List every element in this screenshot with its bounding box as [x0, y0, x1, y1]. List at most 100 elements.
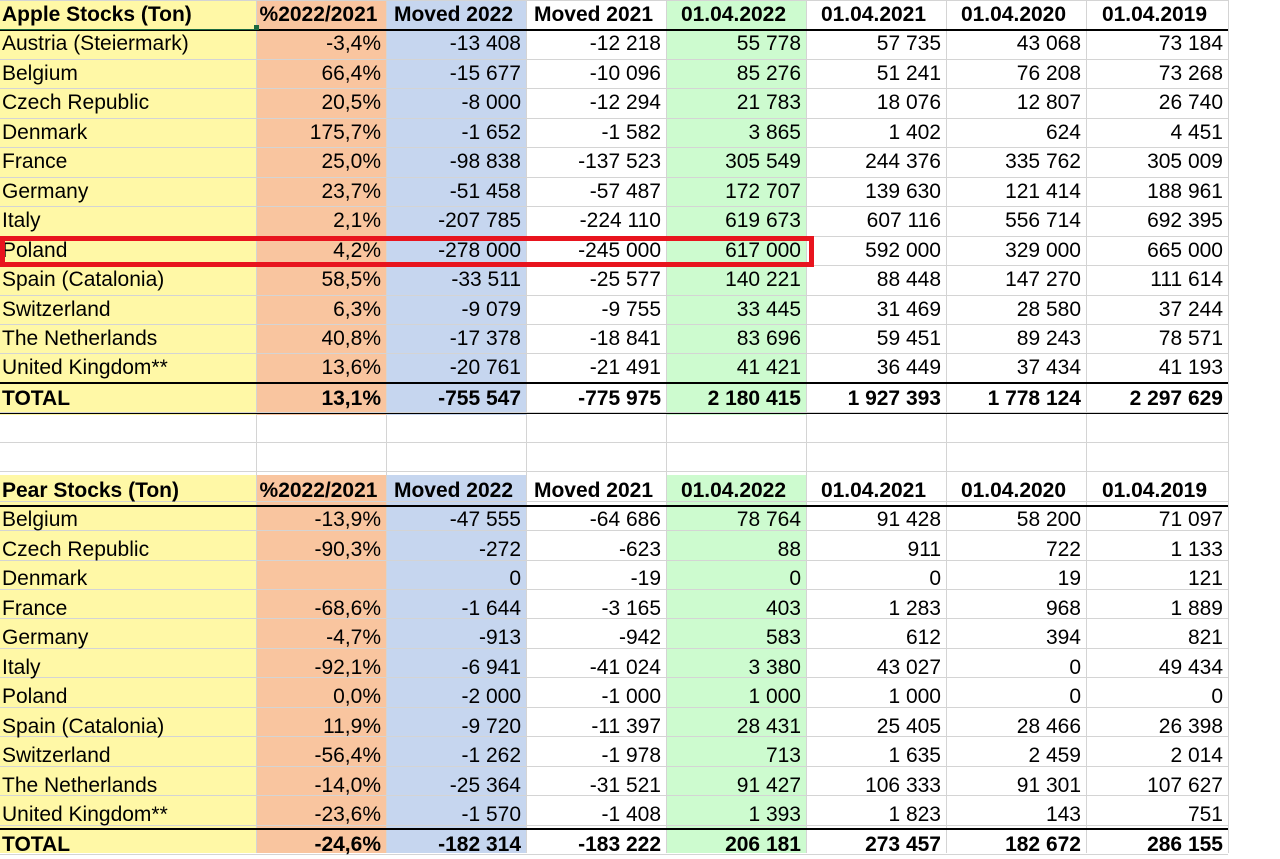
- cell-pct-change[interactable]: 4,2%: [333, 239, 381, 262]
- cell-stock-apr-2019[interactable]: 692 395: [1147, 209, 1223, 232]
- cell-stock-apr-2022[interactable]: 55 778: [736, 32, 801, 55]
- row-label[interactable]: Germany: [2, 626, 89, 649]
- total-moved-2021[interactable]: -775 975: [578, 387, 661, 410]
- cell-stock-apr-2022[interactable]: 619 673: [725, 209, 801, 232]
- total-moved-2022[interactable]: -182 314: [438, 833, 521, 856]
- row-label[interactable]: France: [2, 150, 68, 173]
- cell-stock-apr-2019[interactable]: 121: [1187, 567, 1223, 590]
- cell-stock-apr-2020[interactable]: 58 200: [1016, 508, 1081, 531]
- cell-stock-apr-2019[interactable]: 0: [1211, 685, 1223, 708]
- table-title[interactable]: Apple Stocks (Ton): [2, 3, 192, 26]
- cell-stock-apr-2020[interactable]: 12 807: [1016, 91, 1081, 114]
- cell-stock-apr-2021[interactable]: 1 402: [888, 121, 941, 144]
- cell-stock-apr-2019[interactable]: 665 000: [1147, 239, 1223, 262]
- column-header-moved-2022[interactable]: Moved 2022: [393, 3, 514, 26]
- cell-moved-2022[interactable]: -98 838: [449, 150, 521, 173]
- cell-stock-apr-2020[interactable]: 91 301: [1016, 774, 1081, 797]
- cell-moved-2021[interactable]: -942: [618, 626, 661, 649]
- total-stock-apr-2020[interactable]: 1 778 124: [987, 387, 1081, 410]
- cell-moved-2022[interactable]: -2 000: [461, 685, 521, 708]
- cell-stock-apr-2021[interactable]: 88 448: [876, 268, 941, 291]
- cell-stock-apr-2022[interactable]: 83 696: [736, 327, 801, 350]
- total-pct-change[interactable]: -24,6%: [314, 833, 381, 856]
- cell-moved-2022[interactable]: -6 941: [461, 656, 521, 679]
- cell-moved-2021[interactable]: -57 487: [589, 180, 661, 203]
- cell-pct-change[interactable]: 0,0%: [333, 685, 381, 708]
- row-label[interactable]: Italy: [2, 209, 41, 232]
- cell-stock-apr-2022[interactable]: 3 380: [748, 656, 801, 679]
- cell-moved-2022[interactable]: -913: [478, 626, 521, 649]
- cell-moved-2021[interactable]: -19: [630, 567, 661, 590]
- cell-stock-apr-2022[interactable]: 41 421: [736, 356, 801, 379]
- cell-stock-apr-2022[interactable]: 583: [765, 626, 801, 649]
- row-label[interactable]: Denmark: [2, 121, 88, 144]
- cell-moved-2021[interactable]: -31 521: [589, 774, 661, 797]
- row-label[interactable]: Denmark: [2, 567, 88, 590]
- cell-moved-2021[interactable]: -1 408: [601, 803, 661, 826]
- cell-stock-apr-2021[interactable]: 1 635: [888, 744, 941, 767]
- cell-moved-2021[interactable]: -21 491: [589, 356, 661, 379]
- cell-stock-apr-2019[interactable]: 2 014: [1170, 744, 1223, 767]
- column-header-stock-apr-2022[interactable]: 01.04.2022: [680, 479, 787, 502]
- cell-stock-apr-2019[interactable]: 26 398: [1158, 715, 1223, 738]
- cell-moved-2022[interactable]: -9 720: [461, 715, 521, 738]
- total-pct-change[interactable]: 13,1%: [321, 387, 381, 410]
- cell-stock-apr-2020[interactable]: 19: [1057, 567, 1081, 590]
- cell-pct-change[interactable]: 6,3%: [333, 298, 381, 321]
- cell-stock-apr-2019[interactable]: 751: [1187, 803, 1223, 826]
- column-header-moved-2021[interactable]: Moved 2021: [533, 3, 654, 26]
- row-label[interactable]: United Kingdom**: [2, 803, 168, 826]
- cell-moved-2022[interactable]: -1 570: [461, 803, 521, 826]
- cell-stock-apr-2019[interactable]: 188 961: [1147, 180, 1223, 203]
- cell-pct-change[interactable]: 20,5%: [321, 91, 381, 114]
- row-label[interactable]: The Netherlands: [2, 327, 158, 350]
- cell-stock-apr-2022[interactable]: 1 000: [748, 685, 801, 708]
- cell-moved-2022[interactable]: -272: [478, 538, 521, 561]
- column-header-moved-2022[interactable]: Moved 2022: [393, 479, 514, 502]
- cell-stock-apr-2019[interactable]: 107 627: [1147, 774, 1223, 797]
- cell-moved-2022[interactable]: -47 555: [449, 508, 521, 531]
- column-header-stock-apr-2021[interactable]: 01.04.2021: [820, 479, 927, 502]
- cell-stock-apr-2021[interactable]: 18 076: [876, 91, 941, 114]
- total-stock-apr-2020[interactable]: 182 672: [1005, 833, 1081, 856]
- cell-pct-change[interactable]: 66,4%: [321, 62, 381, 85]
- cell-moved-2022[interactable]: -9 079: [461, 298, 521, 321]
- cell-stock-apr-2020[interactable]: 28 466: [1016, 715, 1081, 738]
- cell-moved-2021[interactable]: -41 024: [589, 656, 661, 679]
- column-header-stock-apr-2022[interactable]: 01.04.2022: [680, 3, 787, 26]
- cell-pct-change[interactable]: 25,0%: [321, 150, 381, 173]
- cell-stock-apr-2021[interactable]: 59 451: [876, 327, 941, 350]
- cell-moved-2021[interactable]: -1 978: [601, 744, 661, 767]
- cell-stock-apr-2020[interactable]: 121 414: [1005, 180, 1081, 203]
- row-label[interactable]: Switzerland: [2, 298, 111, 321]
- cell-moved-2022[interactable]: -20 761: [449, 356, 521, 379]
- cell-moved-2022[interactable]: -1 652: [461, 121, 521, 144]
- cell-stock-apr-2020[interactable]: 28 580: [1016, 298, 1081, 321]
- cell-pct-change[interactable]: -4,7%: [326, 626, 381, 649]
- cell-pct-change[interactable]: -92,1%: [314, 656, 381, 679]
- cell-stock-apr-2021[interactable]: 1 000: [888, 685, 941, 708]
- row-label[interactable]: Poland: [2, 685, 68, 708]
- cell-stock-apr-2019[interactable]: 4 451: [1170, 121, 1223, 144]
- total-stock-apr-2021[interactable]: 273 457: [865, 833, 941, 856]
- row-label[interactable]: The Netherlands: [2, 774, 158, 797]
- column-header-stock-apr-2021[interactable]: 01.04.2021: [820, 3, 927, 26]
- cell-stock-apr-2020[interactable]: 147 270: [1005, 268, 1081, 291]
- cell-stock-apr-2022[interactable]: 713: [765, 744, 801, 767]
- cell-stock-apr-2019[interactable]: 71 097: [1158, 508, 1223, 531]
- row-label[interactable]: Spain (Catalonia): [2, 715, 165, 738]
- cell-moved-2022[interactable]: -25 364: [449, 774, 521, 797]
- total-stock-apr-2019[interactable]: 2 297 629: [1129, 387, 1223, 410]
- cell-stock-apr-2019[interactable]: 73 184: [1158, 32, 1223, 55]
- cell-stock-apr-2022[interactable]: 140 221: [725, 268, 801, 291]
- cell-moved-2021[interactable]: -3 165: [601, 597, 661, 620]
- cell-stock-apr-2022[interactable]: 85 276: [736, 62, 801, 85]
- column-header-stock-apr-2020[interactable]: 01.04.2020: [960, 479, 1067, 502]
- cell-stock-apr-2020[interactable]: 143: [1045, 803, 1081, 826]
- cell-stock-apr-2022[interactable]: 28 431: [736, 715, 801, 738]
- column-header-stock-apr-2019[interactable]: 01.04.2019: [1101, 479, 1208, 502]
- row-label[interactable]: Italy: [2, 656, 41, 679]
- cell-stock-apr-2021[interactable]: 1 823: [888, 803, 941, 826]
- cell-moved-2022[interactable]: -13 408: [449, 32, 521, 55]
